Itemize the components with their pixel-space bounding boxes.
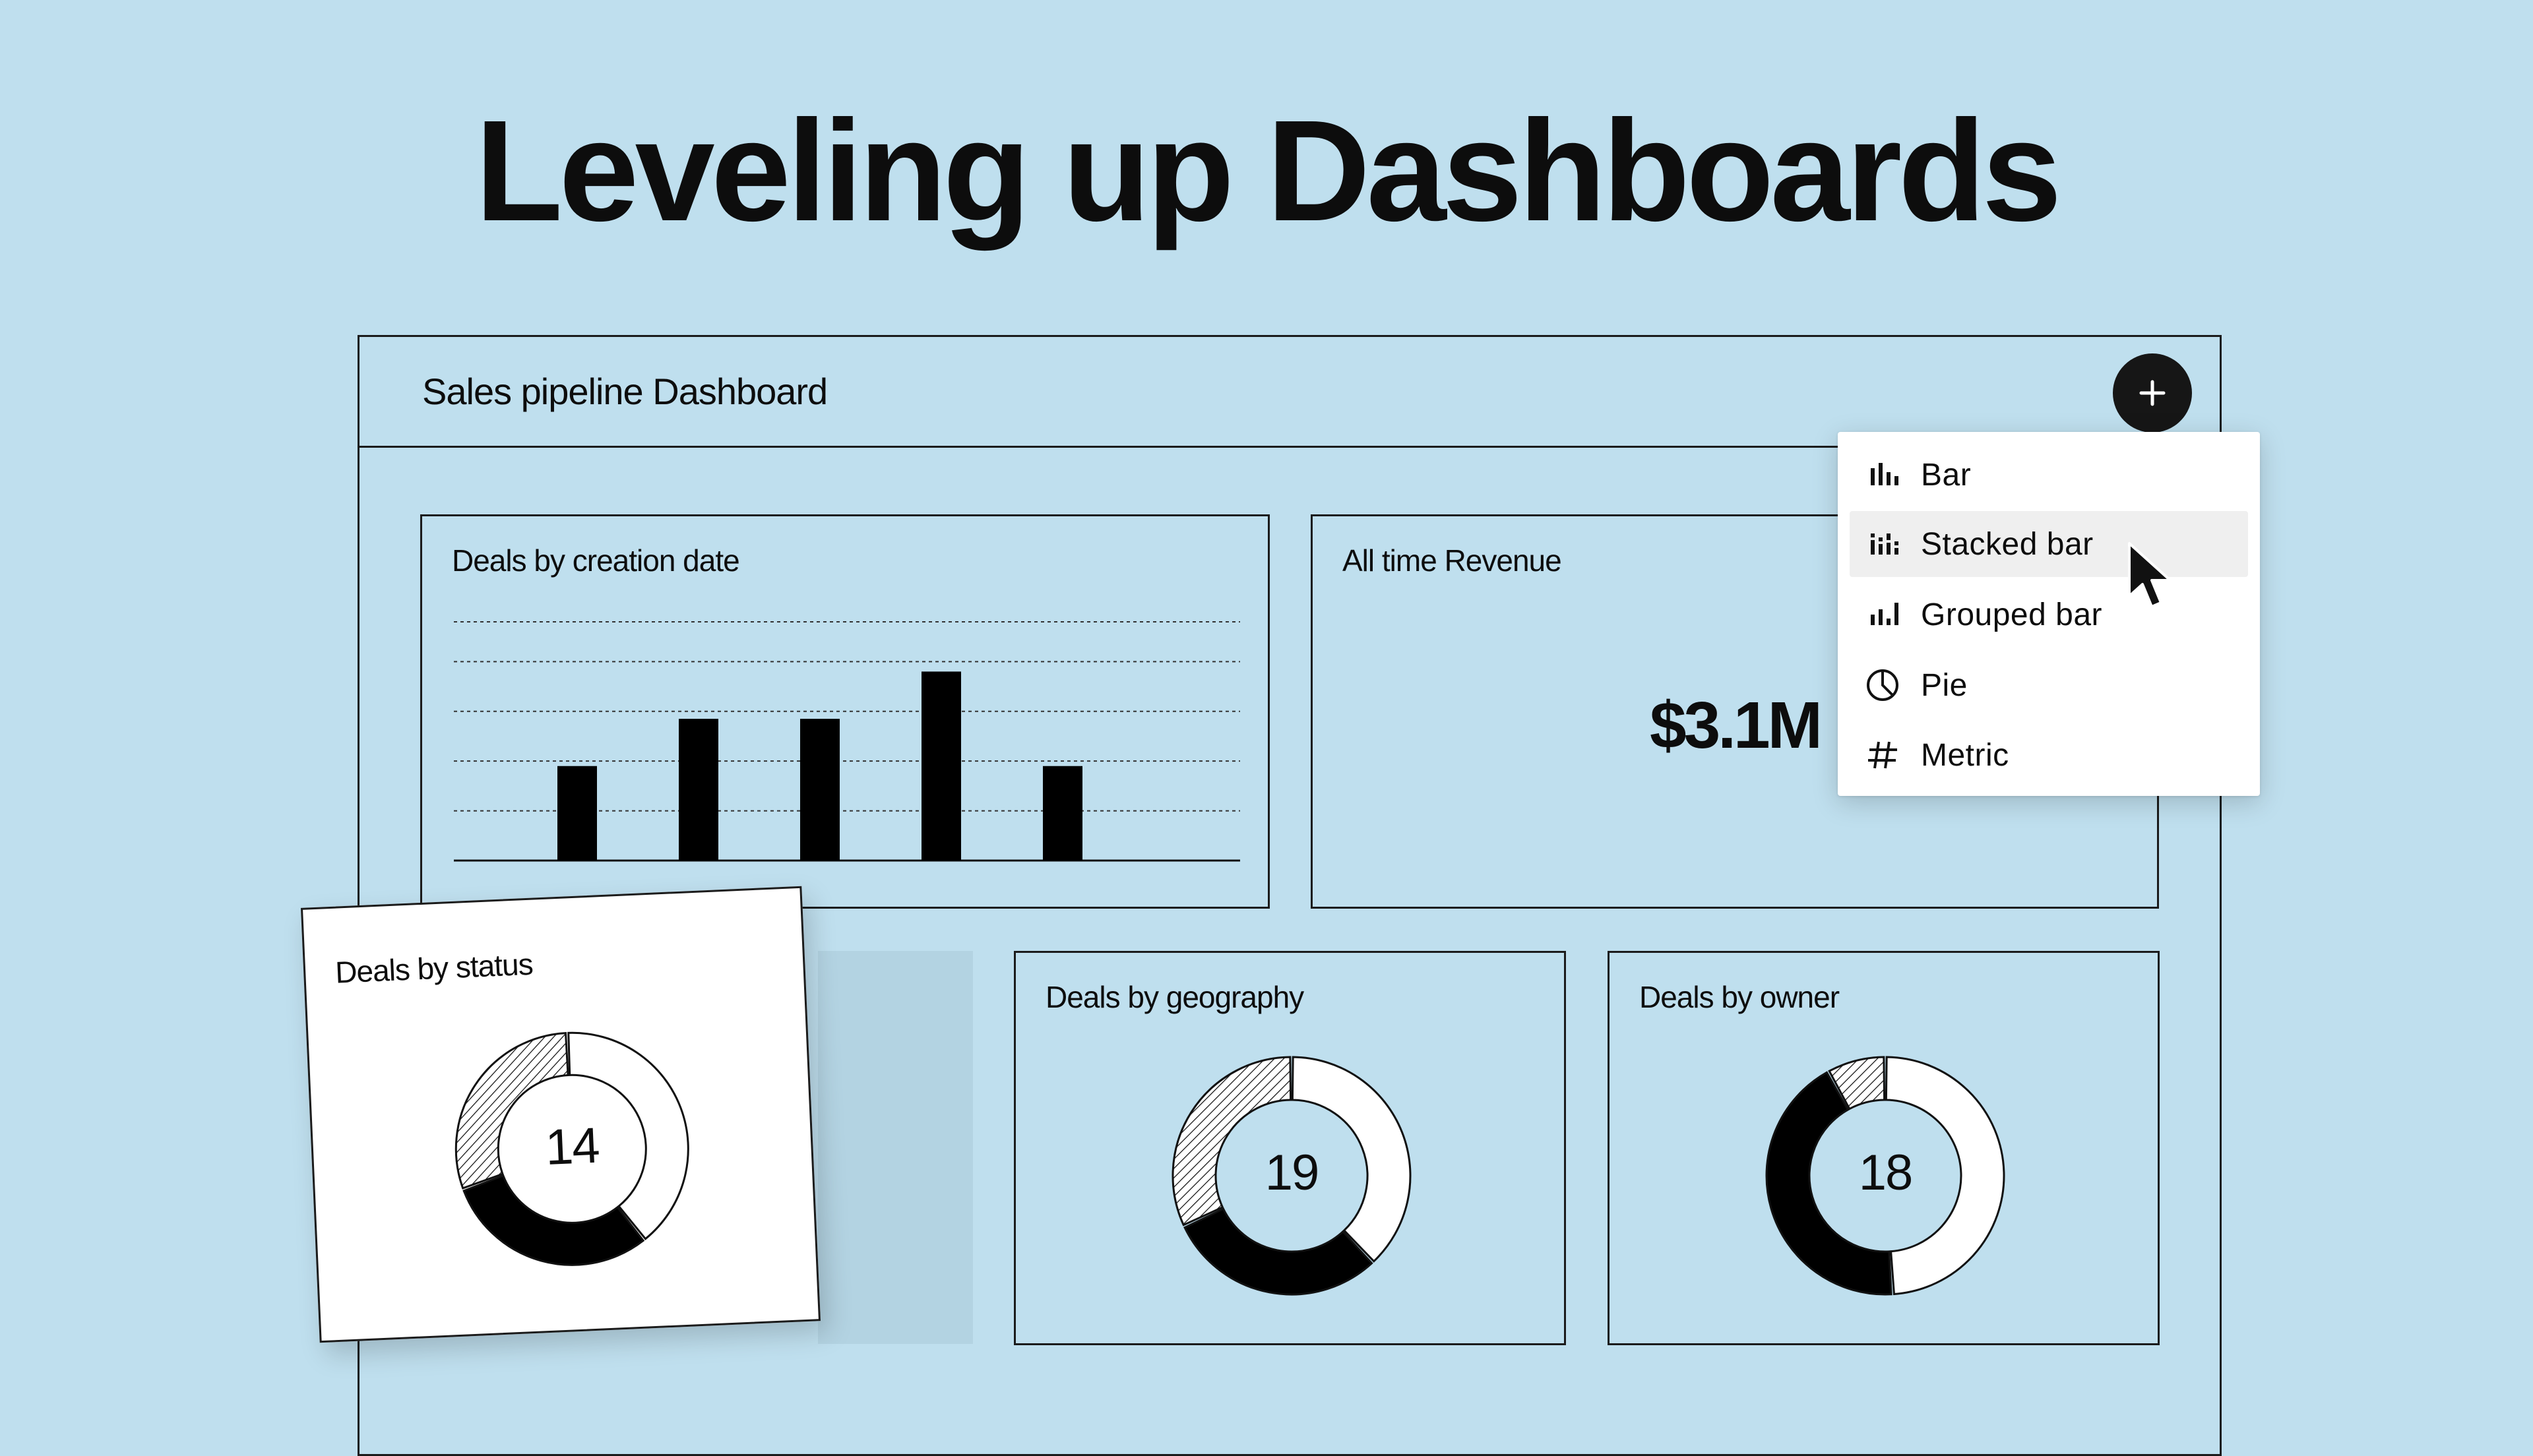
menu-item-label: Metric (1921, 737, 2009, 773)
grouped-bar-icon (1871, 603, 1898, 625)
donut-slice (1172, 1056, 1292, 1227)
panel-deals-by-status[interactable]: Deals by status 14 (300, 886, 821, 1343)
menu-item-label: Pie (1921, 667, 1968, 703)
hash-icon (1868, 741, 1897, 769)
donut-slice (1291, 1056, 1412, 1263)
panel-title: Deals by owner (1639, 980, 1840, 1014)
donut-slice (1183, 1207, 1373, 1296)
pie-icon (1867, 669, 1898, 701)
status-total: 14 (544, 1117, 600, 1176)
bar-chart (454, 621, 1240, 862)
dashboard-header: Sales pipeline Dashboard (360, 337, 2220, 448)
menu-item-stacked-bar[interactable]: Stacked bar (1850, 511, 2248, 577)
stacked-bar-icon (1871, 533, 1898, 555)
panel-title: All time Revenue (1342, 543, 1562, 578)
chart-type-menu: Bar Stacked bar Grouped bar Pie Metric (1838, 432, 2260, 796)
donut-slice (462, 1174, 645, 1266)
bar (1043, 766, 1082, 861)
menu-item-bar[interactable]: Bar (1850, 442, 2248, 508)
add-chart-button[interactable] (2113, 353, 2192, 433)
geography-total: 19 (1265, 1145, 1320, 1201)
status-donut-chart (454, 1031, 689, 1266)
donut-slice (1765, 1071, 1892, 1296)
panel-title: Deals by creation date (452, 543, 740, 578)
owner-total: 18 (1858, 1145, 1914, 1201)
panel-deals-by-geography[interactable]: Deals by geography 19 (1014, 951, 1566, 1345)
donut-slice (567, 1031, 689, 1240)
menu-item-metric[interactable]: Metric (1850, 722, 2248, 788)
menu-item-label: Grouped bar (1921, 597, 2103, 632)
revenue-value: $3.1M (1650, 688, 1823, 762)
bar (557, 766, 597, 861)
headline: Leveling up Dashboards (475, 91, 2062, 251)
menu-item-grouped-bar[interactable]: Grouped bar (1850, 582, 2248, 648)
geography-donut-chart (1172, 1056, 1412, 1296)
donut-slice (454, 1031, 569, 1190)
bar (800, 719, 840, 861)
dashboard-title: Sales pipeline Dashboard (422, 371, 828, 412)
bar (679, 719, 718, 861)
menu-item-pie[interactable]: Pie (1850, 652, 2248, 718)
mouse-cursor-icon (2128, 542, 2172, 608)
menu-item-label: Stacked bar (1921, 526, 2094, 562)
bar (922, 671, 961, 861)
donut-slice (1885, 1056, 2005, 1296)
plus-icon (2139, 380, 2166, 406)
panel-title: Deals by geography (1046, 980, 1304, 1014)
drop-placeholder (818, 951, 973, 1344)
donut-slice (1828, 1056, 1886, 1110)
panel-deals-by-owner[interactable]: Deals by owner 18 (1608, 951, 2160, 1345)
menu-item-label: Bar (1921, 457, 1972, 493)
panel-all-time-revenue[interactable]: All time Revenue $3.1M (1311, 514, 2159, 909)
owner-donut-chart (1765, 1056, 2005, 1296)
panel-deals-by-creation-date[interactable]: Deals by creation date (420, 514, 1270, 909)
bar-chart-icon (1871, 463, 1898, 485)
